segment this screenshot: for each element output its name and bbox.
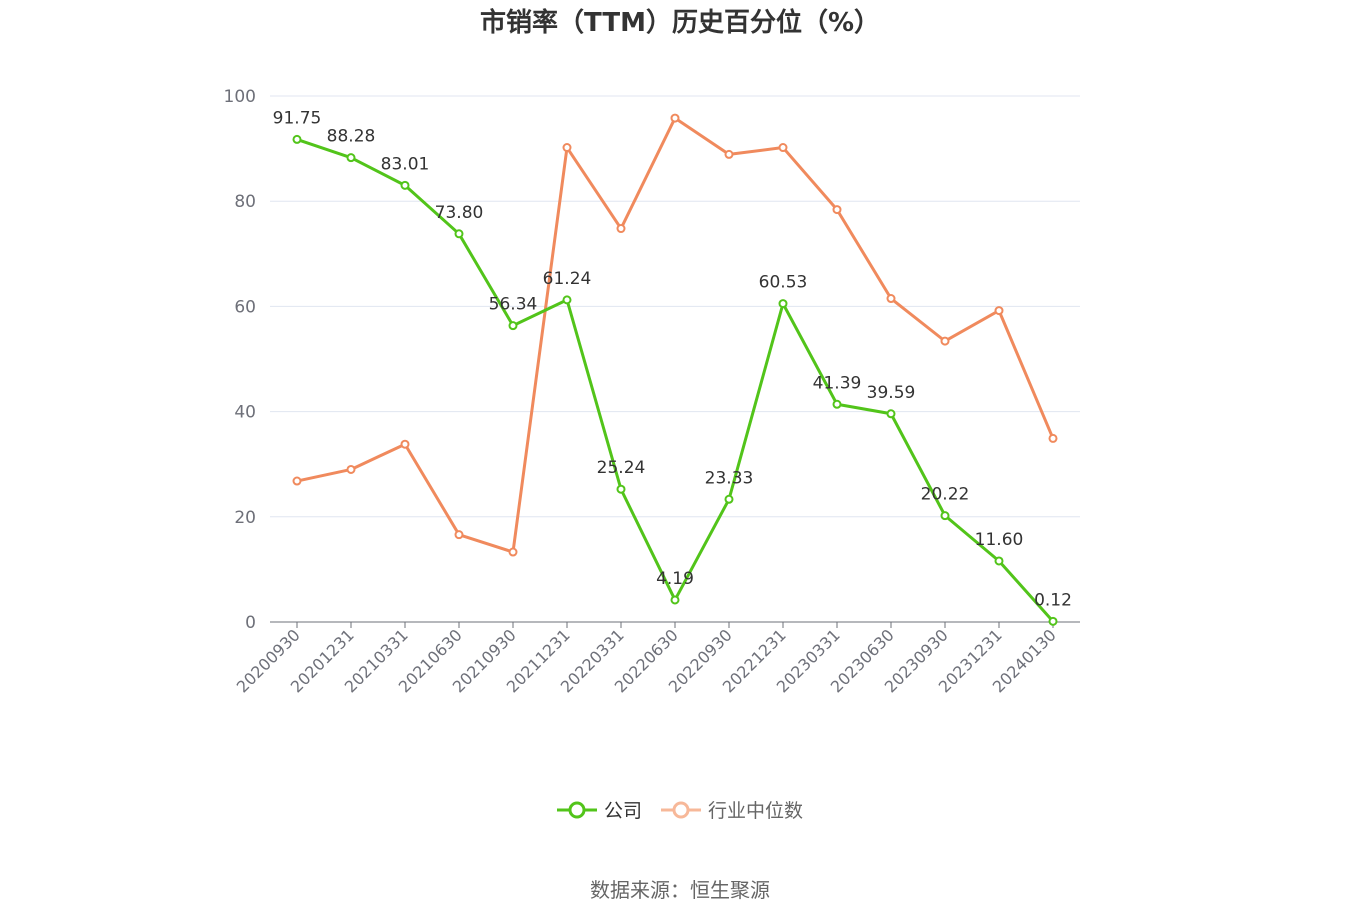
data-label: 20.22 (921, 485, 970, 505)
data-point (724, 149, 734, 159)
data-point (832, 399, 842, 409)
data-point (940, 336, 950, 346)
data-point (616, 484, 626, 494)
data-label: 73.80 (435, 203, 484, 223)
data-point (1048, 616, 1058, 626)
data-point (670, 595, 680, 605)
data-point (346, 153, 356, 163)
y-tick-label: 0 (245, 613, 256, 633)
data-source: 数据来源：恒生聚源 (590, 878, 770, 902)
series-line (296, 137, 1055, 623)
y-tick-label: 60 (234, 297, 256, 317)
data-point (724, 494, 734, 504)
data-label: 39.59 (867, 383, 916, 403)
data-point (562, 295, 572, 305)
legend-label: 行业中位数 (708, 800, 803, 822)
data-point (832, 205, 842, 215)
data-point (1048, 433, 1058, 443)
y-tick-label: 40 (234, 403, 256, 423)
data-point (940, 511, 950, 521)
y-tick-label: 80 (234, 192, 256, 212)
data-label: 60.53 (759, 273, 808, 293)
data-point (454, 229, 464, 239)
data-label: 88.28 (327, 127, 376, 147)
data-label: 83.01 (381, 154, 430, 174)
legend-marker-icon (672, 801, 690, 819)
data-point (508, 321, 518, 331)
data-point (346, 464, 356, 474)
legend-marker-icon (568, 801, 586, 819)
data-label: 56.34 (489, 295, 538, 315)
data-point (562, 143, 572, 153)
data-point (400, 180, 410, 190)
data-label: 25.24 (597, 458, 646, 478)
data-point (886, 294, 896, 304)
legend-label: 公司 (604, 800, 642, 822)
y-tick-label: 20 (234, 508, 256, 528)
data-label: 41.39 (813, 373, 862, 393)
data-point (292, 134, 302, 144)
data-point (454, 530, 464, 540)
data-point (670, 113, 680, 123)
data-point (778, 299, 788, 309)
data-label: 91.75 (273, 108, 322, 128)
data-label: 61.24 (543, 269, 592, 289)
chart-title: 市销率（TTM）历史百分位（%） (480, 8, 880, 38)
data-point (400, 439, 410, 449)
data-label: 11.60 (975, 530, 1024, 550)
y-tick-label: 100 (224, 87, 256, 107)
data-label: 0.12 (1034, 590, 1072, 610)
data-label: 4.19 (656, 569, 694, 589)
data-point (292, 476, 302, 486)
data-point (994, 306, 1004, 316)
data-point (886, 409, 896, 419)
data-point (616, 224, 626, 234)
data-point (778, 143, 788, 153)
data-label: 23.33 (705, 468, 754, 488)
data-point (994, 556, 1004, 566)
data-point (508, 547, 518, 557)
